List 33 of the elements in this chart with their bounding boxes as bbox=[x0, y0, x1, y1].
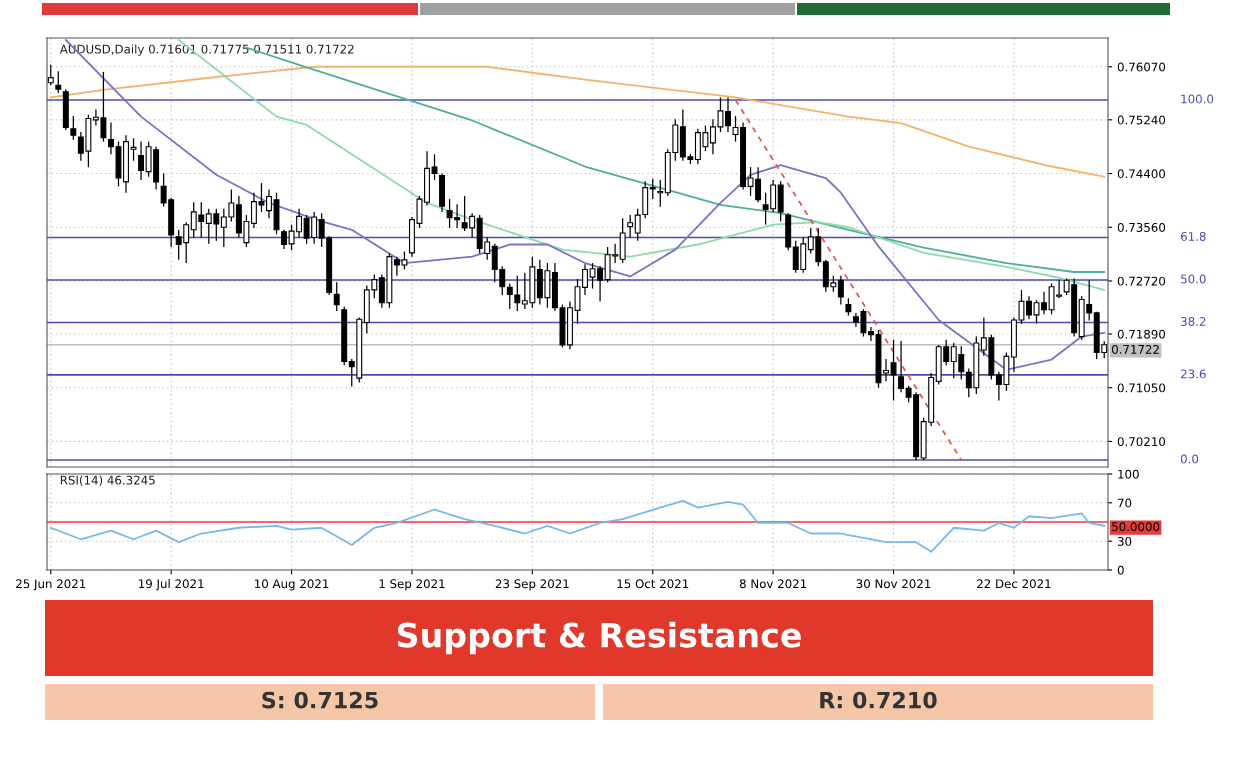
x-tick-label: 22 Dec 2021 bbox=[977, 579, 1051, 589]
y-tick-label: 100 bbox=[1118, 469, 1139, 479]
x-tick-label: 8 Nov 2021 bbox=[739, 579, 807, 589]
y-tick-label: 0.74400 bbox=[1117, 169, 1166, 179]
x-tick-label: 10 Aug 2021 bbox=[255, 579, 329, 591]
x-tick-label: 25 Jun 2021 bbox=[16, 579, 86, 591]
text: 23.6 bbox=[1181, 369, 1206, 379]
ref-line-label: 50.0000 bbox=[1112, 522, 1160, 532]
x-tick-label: 19 Jul 2021 bbox=[139, 579, 204, 591]
y-tick-label: 0.72720 bbox=[1117, 276, 1166, 286]
text: 50.0 bbox=[1181, 274, 1206, 284]
x-tick-label: 30 Nov 2021 bbox=[856, 579, 931, 589]
text: 61.8 bbox=[1180, 231, 1206, 241]
y-tick-label: 0.71890 bbox=[1117, 329, 1166, 339]
text: 0.0 bbox=[1180, 454, 1199, 464]
text: 100.0 bbox=[1181, 94, 1214, 104]
text: S: 0.7125 bbox=[262, 691, 378, 709]
x-tick-label: 23 Sep 2021 bbox=[495, 579, 569, 591]
y-tick-label: 0.70210 bbox=[1117, 437, 1166, 447]
y-tick-label: 0.76070 bbox=[1117, 62, 1166, 72]
ref-line-label: 0.71722 bbox=[1111, 344, 1159, 354]
text: R: 0.7210 bbox=[820, 691, 937, 709]
y-tick-label: 30 bbox=[1117, 536, 1132, 546]
y-tick-label: 0.73560 bbox=[1117, 222, 1166, 232]
x-tick-label: 15 Oct 2021 bbox=[617, 579, 689, 589]
y-tick-label: 0.71050 bbox=[1117, 383, 1166, 393]
text: 38.2 bbox=[1181, 317, 1206, 326]
x-tick-label: 1 Sep 2021 bbox=[379, 579, 445, 591]
text: Support & Resistance bbox=[397, 621, 801, 655]
chart-title: RSI(14) 46.3245 bbox=[60, 475, 155, 486]
y-tick-label: 0.75240 bbox=[1117, 115, 1166, 125]
y-tick-label: 0 bbox=[1117, 565, 1124, 575]
y-tick-label: 70 bbox=[1118, 498, 1132, 508]
